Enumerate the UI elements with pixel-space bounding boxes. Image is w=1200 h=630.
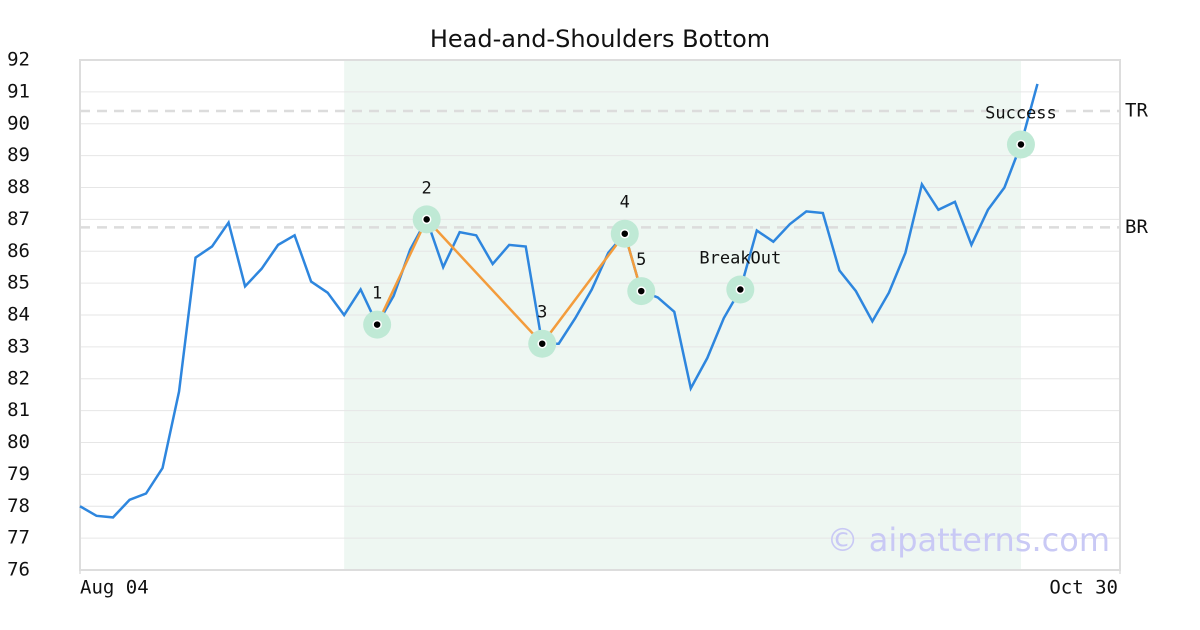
pattern-point-dot	[372, 319, 382, 330]
watermark: © aipatterns.com	[827, 521, 1110, 559]
y-tick-label: 90	[7, 112, 30, 134]
signal-dot	[1016, 139, 1026, 150]
y-tick-label: 76	[7, 559, 30, 581]
plot-frame	[79, 59, 1121, 571]
pattern-point-dot	[421, 214, 432, 225]
y-tick-label: 78	[7, 495, 30, 517]
y-tick-label: 80	[7, 431, 30, 453]
y-tick-label: 77	[7, 527, 30, 549]
y-tick-label: 84	[7, 304, 30, 326]
y-tick-label: 88	[7, 176, 30, 198]
y-tick-label: 83	[7, 335, 30, 357]
y-tick-label: 91	[7, 80, 30, 102]
signal-label: Success	[985, 103, 1057, 123]
price-line	[79, 83, 1039, 519]
level-label: BR	[1125, 216, 1148, 238]
pattern-point-dot	[620, 228, 630, 239]
level-label: TR	[1125, 100, 1148, 122]
y-tick-label: 87	[7, 208, 30, 230]
signal-label: BreakOut	[699, 249, 781, 269]
pattern-point-dot	[636, 286, 647, 296]
pattern-point-dot	[537, 338, 547, 349]
signal-dot	[735, 284, 746, 295]
pattern-point-label: 4	[620, 193, 630, 213]
x-tick-label: Oct 30	[1049, 577, 1118, 599]
pattern-point-label: 3	[537, 303, 547, 323]
y-tick-label: 85	[7, 272, 30, 294]
y-tick-label: 89	[7, 144, 30, 166]
y-tick-label: 79	[7, 463, 30, 485]
y-tick-label: 86	[7, 240, 30, 262]
pattern-point-label: 1	[372, 284, 382, 304]
x-tick-label: Aug 04	[80, 577, 149, 599]
y-tick-label: 81	[7, 399, 30, 421]
y-tick-label: 82	[7, 367, 30, 389]
pattern-point-label: 5	[636, 250, 646, 270]
pattern-point-label: 2	[422, 178, 432, 198]
chart-title: Head-and-Shoulders Bottom	[430, 25, 770, 53]
y-tick-label: 92	[7, 49, 30, 71]
